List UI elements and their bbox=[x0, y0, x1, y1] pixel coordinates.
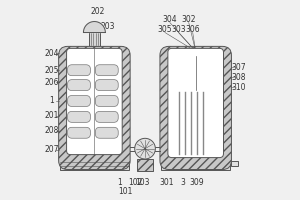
Text: 101: 101 bbox=[118, 187, 132, 196]
Text: 1: 1 bbox=[49, 96, 54, 105]
FancyBboxPatch shape bbox=[95, 65, 118, 76]
Text: 304: 304 bbox=[163, 15, 177, 24]
FancyBboxPatch shape bbox=[68, 127, 90, 138]
Text: 307: 307 bbox=[231, 63, 246, 72]
Text: 301: 301 bbox=[160, 178, 174, 187]
Text: 305: 305 bbox=[158, 25, 172, 34]
Bar bbox=[231, 161, 239, 166]
FancyBboxPatch shape bbox=[58, 46, 130, 170]
Text: 103: 103 bbox=[135, 178, 150, 187]
Text: 310: 310 bbox=[231, 83, 246, 92]
Circle shape bbox=[135, 138, 155, 159]
Bar bbox=[60, 157, 129, 170]
Text: 206: 206 bbox=[44, 78, 59, 87]
FancyBboxPatch shape bbox=[170, 90, 221, 156]
FancyBboxPatch shape bbox=[68, 80, 90, 91]
Text: 208: 208 bbox=[44, 126, 59, 135]
FancyBboxPatch shape bbox=[95, 80, 118, 91]
Text: 201: 201 bbox=[44, 111, 59, 120]
Text: 308: 308 bbox=[231, 73, 246, 82]
Bar bbox=[192, 51, 200, 56]
Text: 302: 302 bbox=[182, 15, 196, 24]
FancyBboxPatch shape bbox=[160, 46, 231, 170]
Text: 204: 204 bbox=[44, 49, 59, 58]
Text: 203: 203 bbox=[100, 22, 115, 31]
Text: 202: 202 bbox=[90, 7, 105, 16]
FancyBboxPatch shape bbox=[95, 96, 118, 106]
FancyBboxPatch shape bbox=[68, 111, 90, 122]
FancyBboxPatch shape bbox=[68, 96, 90, 106]
Bar bbox=[136, 159, 154, 171]
Bar bbox=[161, 161, 230, 170]
FancyBboxPatch shape bbox=[95, 111, 118, 122]
Text: 3: 3 bbox=[180, 178, 185, 187]
Text: 309: 309 bbox=[189, 178, 204, 187]
FancyBboxPatch shape bbox=[67, 48, 122, 155]
FancyBboxPatch shape bbox=[68, 65, 90, 76]
Polygon shape bbox=[83, 22, 105, 32]
FancyBboxPatch shape bbox=[168, 48, 224, 158]
Text: 205: 205 bbox=[44, 66, 59, 75]
Text: 1: 1 bbox=[117, 178, 122, 187]
FancyBboxPatch shape bbox=[95, 127, 118, 138]
Text: 303: 303 bbox=[171, 25, 186, 34]
Text: 306: 306 bbox=[185, 25, 200, 34]
Text: 207: 207 bbox=[44, 145, 59, 154]
Text: 102: 102 bbox=[128, 178, 142, 187]
Bar bbox=[89, 32, 100, 46]
